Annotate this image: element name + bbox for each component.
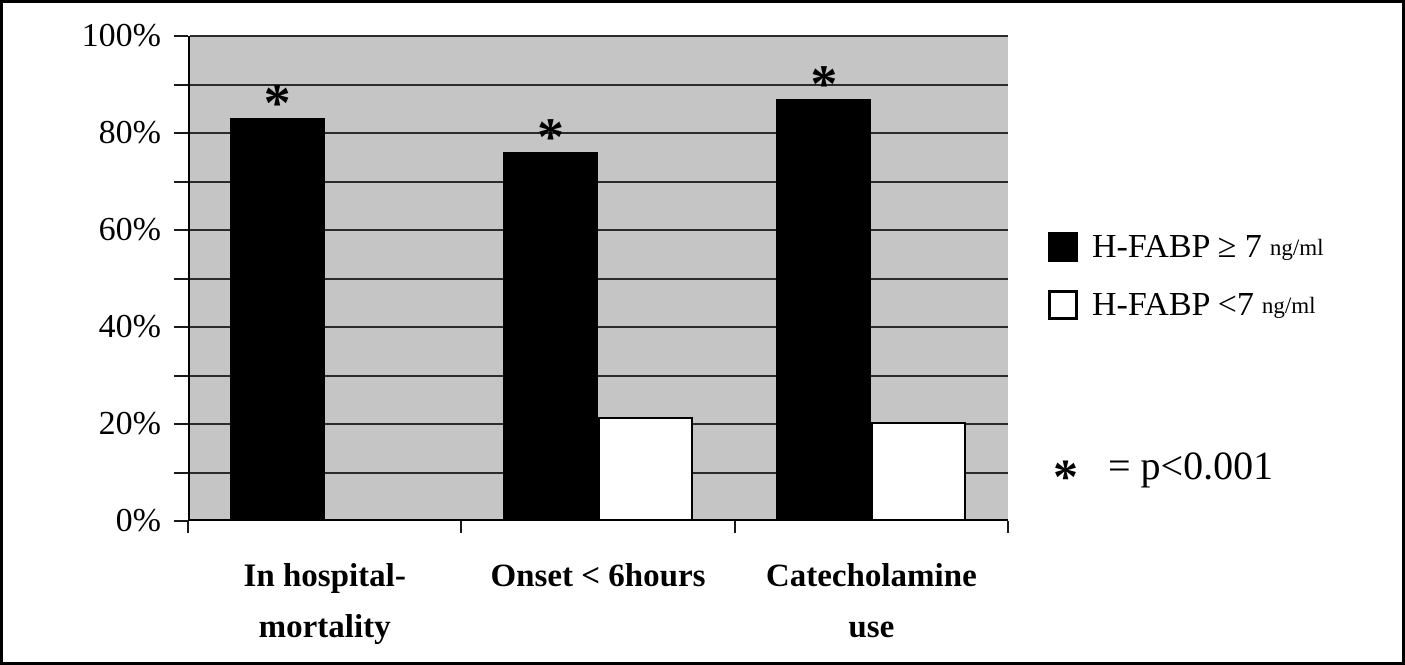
legend-label: H-FABP <7 <box>1092 286 1254 323</box>
y-axis-label-0pct: 0% <box>115 502 161 539</box>
open-square-icon <box>1048 290 1078 320</box>
y-axis-label-60pct: 60% <box>98 211 161 248</box>
gridline-50pct <box>190 277 1008 280</box>
y-axis-tick-100pct <box>174 35 188 37</box>
gridline-70pct <box>190 180 1008 183</box>
x-axis-tick-0 <box>187 521 189 533</box>
legend-item-hfabp-ge7: H-FABP ≥ 7 ng/ml <box>1048 230 1323 264</box>
asterisk-icon: * <box>1053 448 1078 504</box>
y-axis-line <box>188 36 190 521</box>
gridline-80pct <box>190 132 1008 134</box>
y-axis-tick-40pct <box>174 326 188 328</box>
y-axis-tick-10pct <box>174 471 188 474</box>
bar-white-cat2 <box>598 416 693 521</box>
legend-item-hfabp-lt7: H-FABP <7 ng/ml <box>1048 288 1323 322</box>
y-axis-label-20pct: 20% <box>98 405 161 442</box>
significance-note: * = p<0.001 <box>1053 441 1274 502</box>
y-axis-tick-0pct <box>174 520 188 522</box>
legend: H-FABP ≥ 7 ng/ml H-FABP <7 ng/ml <box>1048 230 1323 322</box>
category-label-1: In hospital- mortality <box>243 558 406 646</box>
legend-unit: ng/ml <box>1269 234 1324 260</box>
significance-asterisk-cat2: * <box>537 107 564 168</box>
x-axis-tick-2 <box>733 521 736 533</box>
filled-square-icon <box>1048 232 1078 262</box>
y-axis-label-100pct: 100% <box>81 17 161 54</box>
legend-unit: ng/ml <box>1261 292 1316 318</box>
y-axis-tick-60pct <box>174 229 188 231</box>
bar-black-cat2 <box>503 152 598 521</box>
gridline-40pct <box>190 326 1008 328</box>
significance-asterisk-cat1: * <box>263 73 291 134</box>
y-axis-label-40pct: 40% <box>98 308 161 345</box>
bar-black-cat1 <box>229 118 325 521</box>
y-axis-tick-90pct <box>174 83 188 86</box>
gridline-30pct <box>190 374 1008 377</box>
category-label-3: Catecholamine use <box>765 558 977 646</box>
bar-white-cat3 <box>871 421 967 521</box>
y-axis-tick-20pct <box>174 423 188 425</box>
x-axis-tick-3 <box>1007 521 1009 533</box>
x-axis-tick-1 <box>460 521 463 533</box>
bar-black-cat3 <box>776 99 872 521</box>
category-label-2: Onset < 6hours <box>490 558 706 594</box>
gridline-100pct <box>190 35 1008 37</box>
y-axis-tick-30pct <box>174 374 188 377</box>
y-axis-tick-50pct <box>174 277 188 280</box>
gridline-60pct <box>190 229 1008 231</box>
significance-asterisk-cat3: * <box>810 54 838 115</box>
y-axis-tick-70pct <box>174 180 188 183</box>
y-axis-tick-80pct <box>174 132 188 134</box>
gridline-90pct <box>190 83 1008 86</box>
y-axis-label-80pct: 80% <box>98 114 161 151</box>
legend-label: H-FABP ≥ 7 <box>1092 228 1262 265</box>
significance-note-text: = p<0.001 <box>1108 443 1274 488</box>
